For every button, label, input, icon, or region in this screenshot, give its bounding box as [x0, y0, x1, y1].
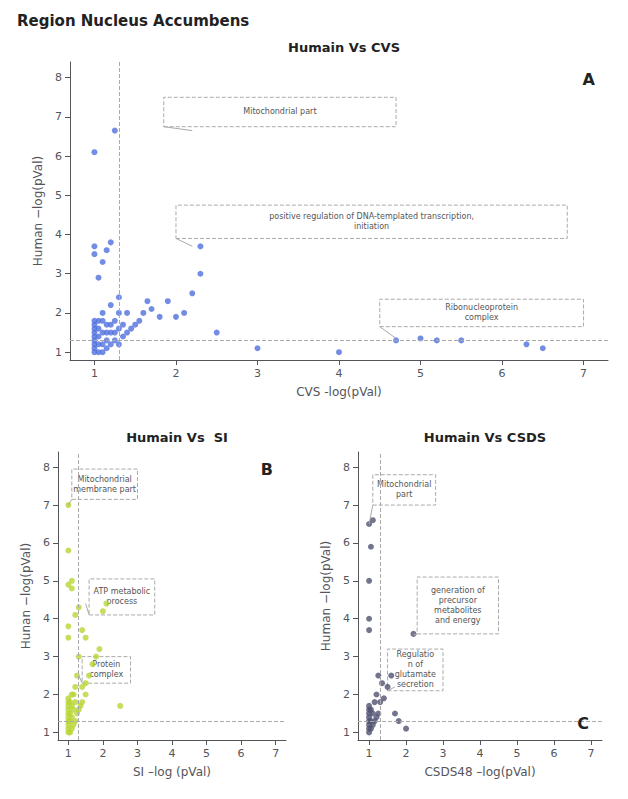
svg-text:B: B [261, 460, 273, 479]
svg-text:5: 5 [43, 574, 50, 587]
svg-text:2: 2 [403, 747, 410, 760]
svg-text:n of: n of [408, 660, 424, 669]
svg-text:Humain Vs CSDS: Humain Vs CSDS [424, 430, 546, 445]
svg-text:5: 5 [417, 367, 424, 380]
svg-text:complex: complex [89, 670, 123, 679]
svg-text:5: 5 [513, 747, 520, 760]
svg-text:6: 6 [499, 367, 506, 380]
svg-text:Ribonucleoprotein: Ribonucleoprotein [445, 303, 518, 312]
svg-text:7: 7 [580, 367, 587, 380]
svg-text:Hunan −log(pVal): Hunan −log(pVal) [19, 543, 33, 649]
svg-text:1: 1 [55, 346, 62, 359]
svg-text:CVS -log(pVal): CVS -log(pVal) [296, 385, 382, 399]
svg-text:3: 3 [343, 650, 350, 663]
svg-text:6: 6 [238, 747, 245, 760]
svg-text:generation of: generation of [431, 586, 485, 595]
svg-text:and energy: and energy [435, 616, 481, 625]
svg-text:5: 5 [203, 747, 210, 760]
svg-text:4: 4 [343, 612, 350, 625]
svg-text:1: 1 [43, 726, 50, 739]
svg-text:3: 3 [440, 747, 447, 760]
svg-text:C: C [577, 714, 589, 733]
svg-text:Humain Vs SI: Humain Vs SI [126, 430, 228, 445]
svg-text:8: 8 [43, 461, 50, 474]
svg-text:4: 4 [43, 612, 50, 625]
svg-text:Mitochondrial part: Mitochondrial part [243, 107, 316, 116]
svg-text:process: process [107, 597, 138, 606]
svg-text:5: 5 [55, 189, 62, 202]
svg-text:6: 6 [55, 150, 62, 163]
svg-text:1: 1 [366, 747, 373, 760]
svg-text:3: 3 [134, 747, 141, 760]
svg-text:Region Nucleus Accumbens: Region Nucleus Accumbens [17, 12, 249, 30]
svg-text:3: 3 [43, 650, 50, 663]
svg-text:Humain Vs CVS: Humain Vs CVS [288, 40, 400, 55]
svg-text:1: 1 [65, 747, 72, 760]
svg-text:metabolites: metabolites [434, 606, 481, 615]
svg-text:6: 6 [43, 536, 50, 549]
svg-text:8: 8 [55, 71, 62, 84]
svg-text:2: 2 [55, 306, 62, 319]
svg-text:Regulatio: Regulatio [396, 650, 434, 659]
svg-text:A: A [583, 70, 596, 89]
svg-text:1: 1 [91, 367, 98, 380]
svg-text:precursor: precursor [439, 596, 478, 605]
svg-text:complex: complex [465, 313, 499, 322]
svg-text:Mitochondrial: Mitochondrial [377, 480, 431, 489]
svg-text:initiation: initiation [354, 222, 389, 231]
svg-text:7: 7 [587, 747, 594, 760]
svg-text:Mitochondrial: Mitochondrial [77, 475, 131, 484]
svg-text:6: 6 [343, 536, 350, 549]
svg-text:4: 4 [55, 228, 62, 241]
svg-text:3: 3 [55, 267, 62, 280]
svg-text:8: 8 [343, 461, 350, 474]
svg-text:7: 7 [43, 499, 50, 512]
svg-text:membrane part: membrane part [73, 485, 136, 494]
svg-text:glutamate: glutamate [395, 670, 436, 679]
svg-text:positive regulation of DNA-tem: positive regulation of DNA-templated tra… [269, 212, 474, 221]
svg-text:5: 5 [343, 574, 350, 587]
svg-text:secretion: secretion [397, 680, 434, 689]
svg-text:4: 4 [477, 747, 484, 760]
svg-text:ATP metabolic: ATP metabolic [94, 587, 151, 596]
svg-text:SI –log (pVal): SI –log (pVal) [133, 765, 211, 779]
svg-text:7: 7 [55, 110, 62, 123]
svg-text:2: 2 [172, 367, 179, 380]
svg-text:3: 3 [254, 367, 261, 380]
svg-text:2: 2 [99, 747, 106, 760]
svg-text:2: 2 [43, 688, 50, 701]
svg-text:Protein: Protein [92, 660, 120, 669]
svg-text:7: 7 [343, 499, 350, 512]
svg-text:2: 2 [343, 688, 350, 701]
svg-text:6: 6 [550, 747, 557, 760]
svg-text:1: 1 [343, 726, 350, 739]
svg-text:part: part [396, 490, 412, 499]
svg-text:Human −log(pVal): Human −log(pVal) [319, 541, 333, 651]
svg-text:Human −log(pVal): Human −log(pVal) [31, 156, 45, 266]
svg-text:4: 4 [336, 367, 343, 380]
svg-text:7: 7 [272, 747, 279, 760]
svg-text:4: 4 [169, 747, 176, 760]
svg-text:CSDS48 –log(pVal): CSDS48 –log(pVal) [424, 765, 535, 779]
